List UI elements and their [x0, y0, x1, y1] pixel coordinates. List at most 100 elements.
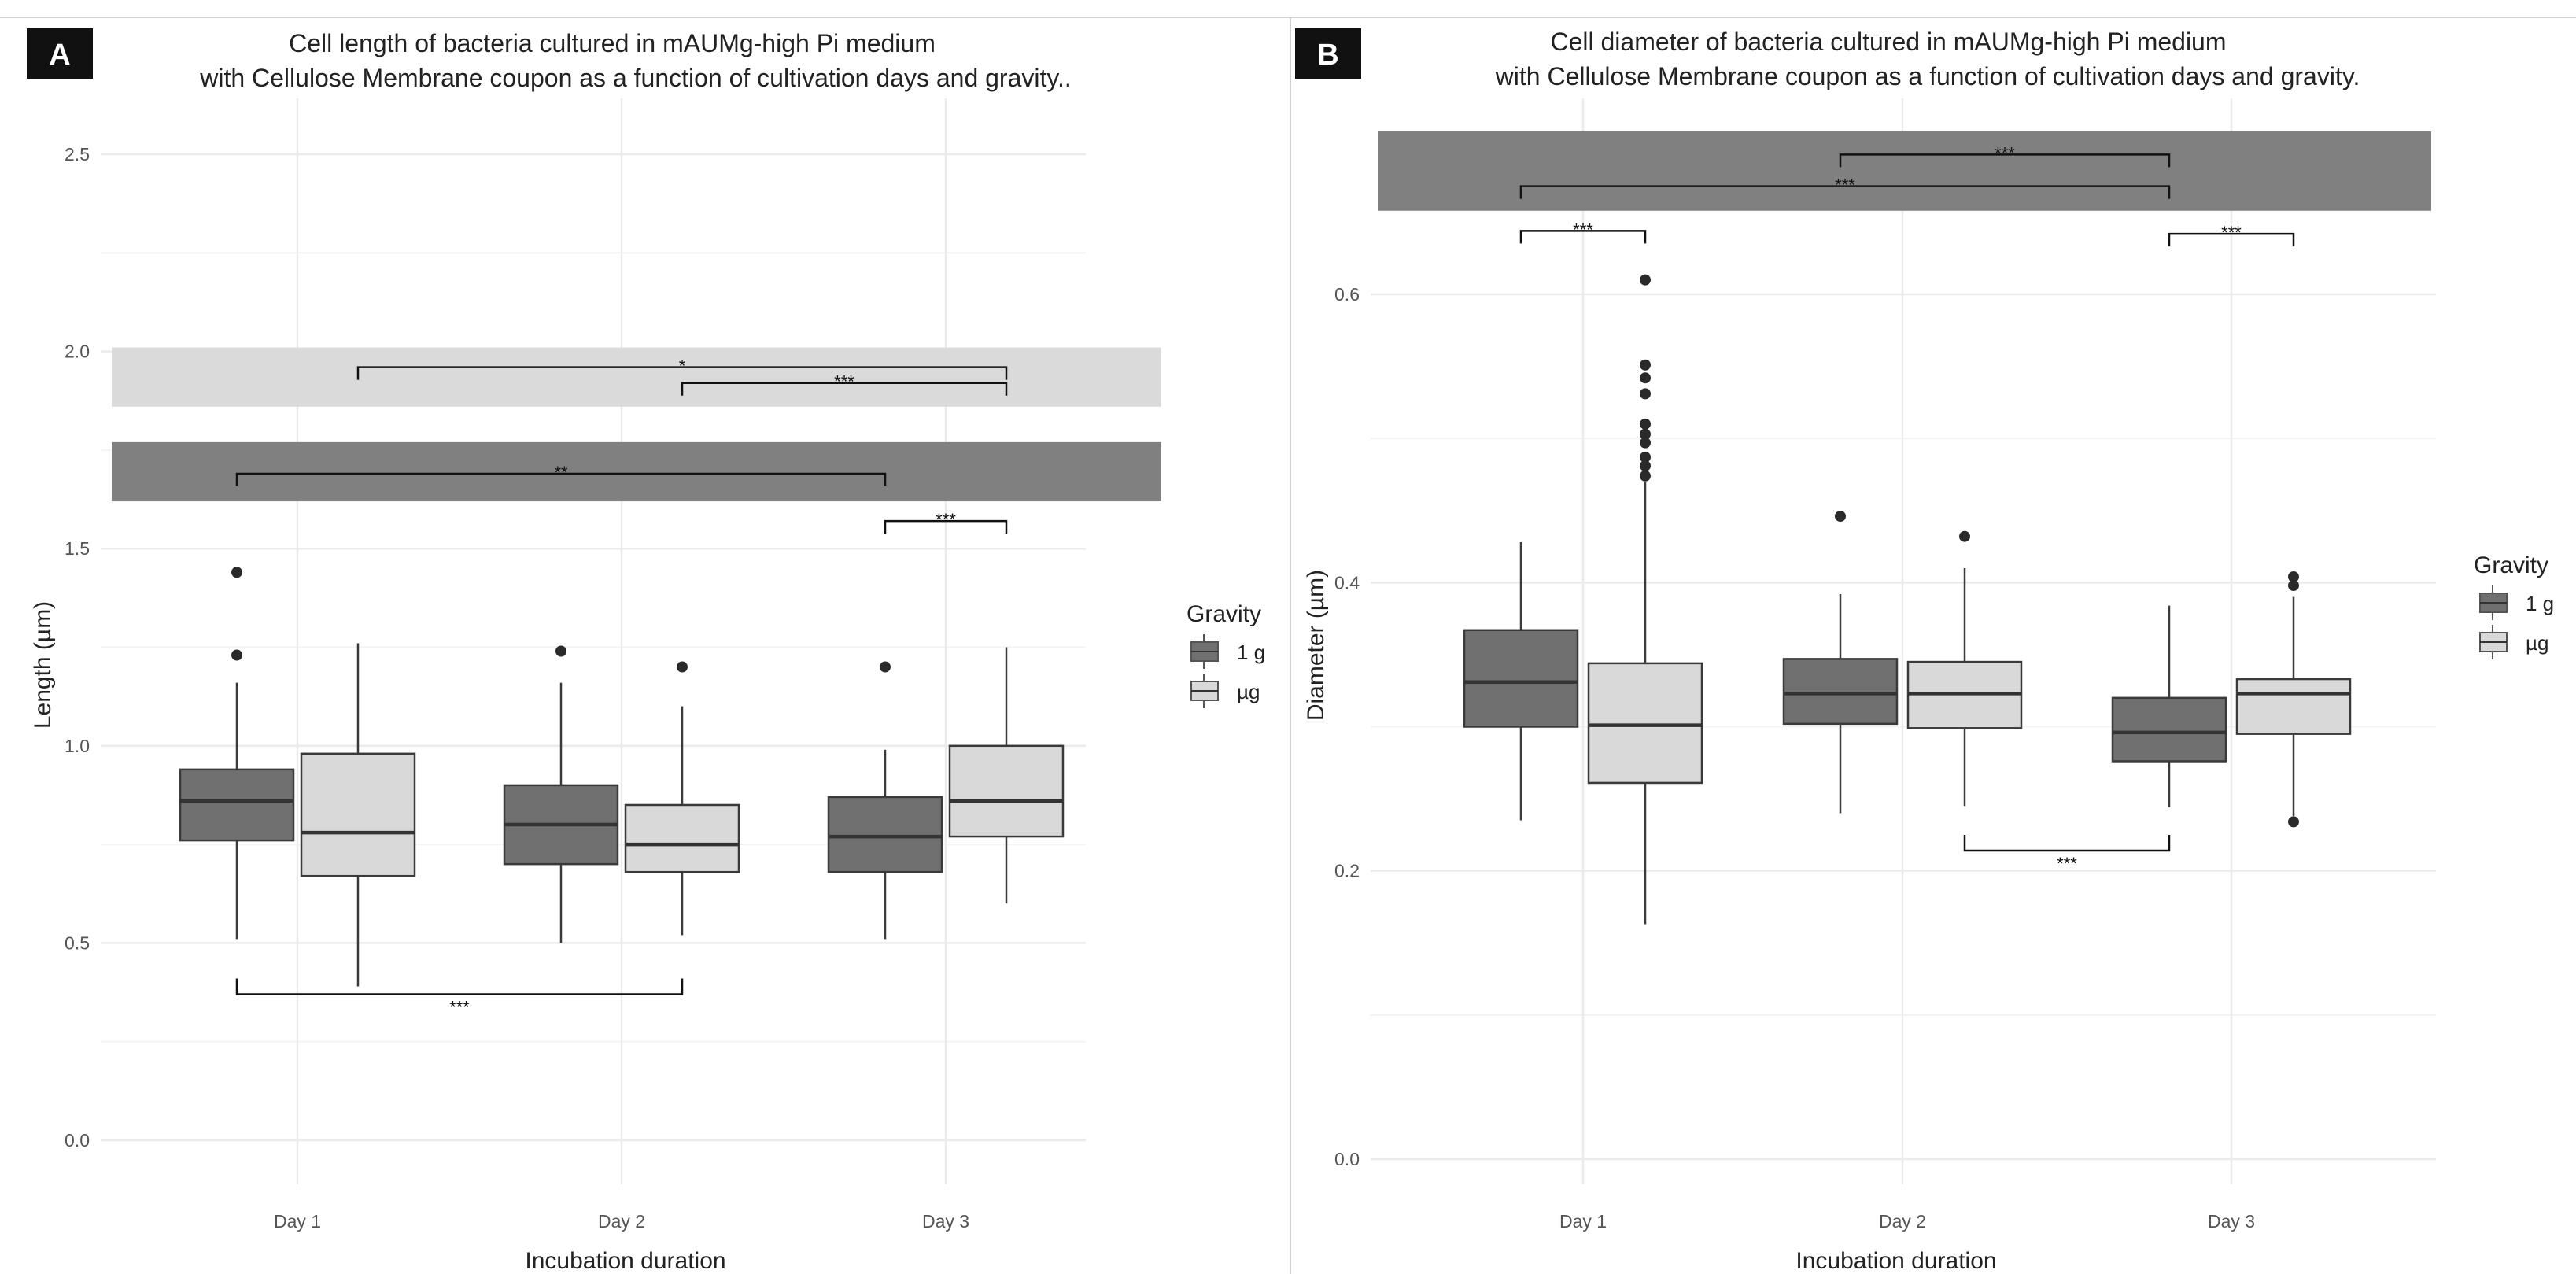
- panel-b-legend: Gravity 1 g µg: [2474, 552, 2554, 659]
- bracket-line: [235, 472, 887, 486]
- significance-band: [112, 347, 1161, 407]
- bracket-line: [2168, 232, 2295, 247]
- panel-b-legend-title: Gravity: [2474, 552, 2548, 578]
- significance-bracket: ***: [1519, 175, 2171, 199]
- boxplot-1g: [2111, 605, 2227, 808]
- box: [948, 744, 1065, 838]
- boxplot-1g: [503, 645, 619, 943]
- y-tick-label: 2.0: [65, 342, 90, 362]
- boxplot-ug: [624, 661, 740, 936]
- outlier-point: [1959, 530, 1970, 542]
- outlier-point: [231, 649, 242, 661]
- significance-bracket: ***: [1963, 835, 2171, 873]
- y-tick-label: 0.2: [1334, 861, 1360, 881]
- significance-label: ***: [936, 510, 956, 530]
- outlier-point: [231, 567, 242, 578]
- outlier-point: [1640, 372, 1651, 384]
- outlier-point: [1640, 388, 1651, 400]
- boxplot-ug: [1587, 274, 1703, 925]
- bracket-line: [1839, 153, 2171, 168]
- box: [1587, 662, 1703, 785]
- x-tick-label: Day 2: [598, 1211, 645, 1232]
- panel-a-legend-title: Gravity: [1187, 601, 1261, 627]
- significance-bracket: ***: [884, 510, 1008, 534]
- outlier-point: [1640, 451, 1651, 463]
- bracket-line: [235, 978, 684, 995]
- outlier-point: [1640, 274, 1651, 286]
- bracket-line: [356, 366, 1008, 380]
- y-tick-label: 0.6: [1334, 284, 1360, 305]
- bracket-line: [884, 519, 1008, 534]
- significance-band: [112, 441, 1161, 502]
- outlier-point: [1640, 470, 1651, 482]
- y-tick-label: 2.5: [65, 144, 90, 164]
- outlier-point: [2288, 571, 2299, 583]
- significance-bands: [112, 347, 1161, 502]
- y-tick-label: 1.0: [65, 736, 90, 756]
- outlier-point: [2288, 816, 2299, 828]
- box: [1782, 658, 1899, 726]
- y-tick-label: 0.0: [65, 1130, 90, 1150]
- bracket-line: [1519, 230, 1647, 244]
- boxplot-ug: [1906, 530, 2023, 807]
- significance-label: ***: [1995, 143, 2015, 163]
- legend-label-ug: µg: [2526, 631, 2548, 655]
- significance-bracket: **: [235, 463, 887, 486]
- x-tick-label: Day 3: [922, 1211, 969, 1232]
- panel-a-letter: A: [49, 39, 70, 72]
- y-tick-label: 0.5: [65, 932, 90, 953]
- y-tick-label: 0.4: [1334, 572, 1360, 593]
- significance-bracket: ***: [1839, 143, 2171, 168]
- significance-label: **: [554, 463, 568, 482]
- outlier-point: [2288, 579, 2299, 591]
- panel-a-badge: [27, 28, 93, 79]
- outlier-point: [1640, 437, 1651, 449]
- outlier-point: [880, 661, 891, 673]
- box: [1463, 629, 1579, 728]
- panel-b-badge: [1295, 28, 1361, 79]
- box: [624, 803, 740, 873]
- y-tick-label: 1.5: [65, 538, 90, 559]
- panel-a-x-axis-title: Incubation duration: [525, 1248, 725, 1274]
- significance-bracket: *: [356, 356, 1008, 380]
- legend-label-1g: 1 g: [1237, 641, 1265, 664]
- panel-b-title-line2: with Cellulose Membrane coupon as a func…: [1495, 62, 2360, 90]
- significance-label: ***: [2221, 223, 2242, 242]
- boxplot-ug: [948, 647, 1065, 904]
- x-tick-label: Day 1: [1559, 1211, 1607, 1232]
- outlier-point: [1640, 428, 1651, 440]
- panel-a-legend: Gravity 1 g µg: [1187, 601, 1265, 708]
- boxplot-1g: [1463, 542, 1579, 821]
- significance-label: *: [679, 356, 686, 376]
- significance-bands: [1378, 131, 2431, 211]
- panel-a-y-axis-title: Length (µm): [30, 601, 56, 729]
- bracket-line: [1963, 835, 2171, 852]
- significance-label: ***: [834, 372, 854, 392]
- outlier-point: [555, 645, 566, 657]
- panel-a-title-line2: with Cellulose Membrane coupon as a func…: [199, 64, 1072, 92]
- panel-a-title-line1: Cell length of bacteria cultured in mAUM…: [289, 29, 936, 57]
- boxplot-1g: [179, 567, 295, 940]
- significance-label: ***: [1835, 175, 1855, 195]
- boxplot-ug: [2235, 571, 2352, 828]
- bracket-line: [681, 382, 1008, 396]
- box: [179, 768, 295, 842]
- significance-band: [1378, 131, 2431, 211]
- panel-b-title-line1: Cell diameter of bacteria cultured in mA…: [1550, 28, 2226, 56]
- legend-label-1g: 1 g: [2526, 592, 2554, 615]
- outlier-point: [1835, 511, 1846, 523]
- bracket-line: [1519, 185, 2171, 199]
- significance-bracket: ***: [681, 372, 1008, 396]
- box: [300, 752, 416, 877]
- outlier-point: [1640, 359, 1651, 371]
- significance-bracket: ***: [1519, 220, 1647, 244]
- significance-bracket: ***: [2168, 223, 2295, 247]
- panel-b-letter: B: [1317, 39, 1338, 72]
- box: [827, 796, 943, 873]
- significance-label: ***: [1573, 220, 1593, 239]
- boxplot-1g: [827, 661, 943, 940]
- x-tick-label: Day 2: [1879, 1211, 1926, 1232]
- panel-a: A Cell length of bacteria cultured in mA…: [27, 28, 1265, 1274]
- legend-label-ug: µg: [1237, 680, 1260, 703]
